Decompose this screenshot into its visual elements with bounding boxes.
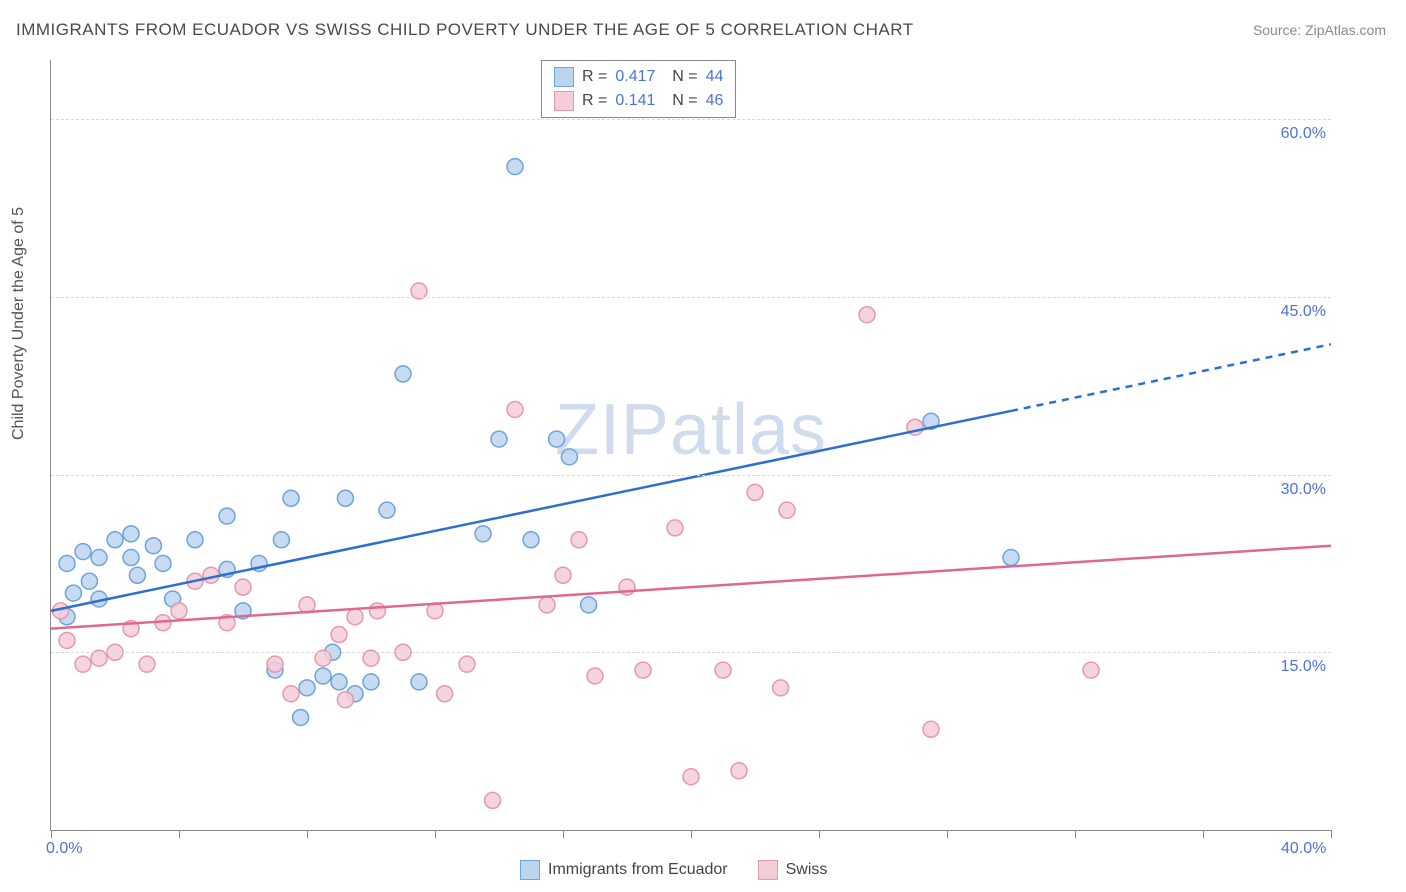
data-point [571,532,587,548]
data-point [507,401,523,417]
data-point [155,555,171,571]
data-point [555,567,571,583]
data-point [65,585,81,601]
data-point [331,627,347,643]
data-point [683,769,699,785]
data-point [1083,662,1099,678]
data-point [363,674,379,690]
data-point [171,603,187,619]
x-tick-label-min: 0.0% [46,840,82,858]
data-point [75,544,91,560]
data-point [773,680,789,696]
data-point [485,792,501,808]
data-point [523,532,539,548]
data-point [123,550,139,566]
data-point [635,662,651,678]
data-point [561,449,577,465]
data-point [315,668,331,684]
data-point [81,573,97,589]
source-label: Source: ZipAtlas.com [1253,22,1386,38]
data-point [187,532,203,548]
data-point [747,484,763,500]
data-point [337,692,353,708]
data-point [667,520,683,536]
x-tick-label-max: 40.0% [1281,840,1326,858]
data-point [299,680,315,696]
data-point [507,159,523,175]
trend-line [51,411,1011,611]
data-point [411,674,427,690]
data-point [395,366,411,382]
trend-line-dashed [1011,344,1331,411]
legend-label-ecuador: Immigrants from Ecuador [548,861,728,879]
data-point [731,763,747,779]
y-tick-label: 15.0% [1271,658,1326,676]
data-point [923,721,939,737]
data-point [293,709,309,725]
data-point [587,668,603,684]
data-point [539,597,555,613]
data-point [715,662,731,678]
legend-label-swiss: Swiss [786,861,828,879]
data-point [59,632,75,648]
data-point [549,431,565,447]
data-point [219,508,235,524]
data-point [283,686,299,702]
swatch-swiss-icon [758,860,778,880]
swatch-ecuador-icon [520,860,540,880]
data-point [491,431,507,447]
data-point [347,609,363,625]
data-point [91,550,107,566]
y-tick-label: 45.0% [1271,303,1326,321]
data-point [437,686,453,702]
data-point [107,532,123,548]
y-axis-label: Child Poverty Under the Age of 5 [10,207,28,440]
data-point [779,502,795,518]
data-point [331,674,347,690]
legend-item-ecuador: Immigrants from Ecuador [520,860,728,880]
data-point [475,526,491,542]
data-point [379,502,395,518]
data-point [75,656,91,672]
data-point [273,532,289,548]
data-point [459,656,475,672]
data-point [283,490,299,506]
data-point [145,538,161,554]
legend-item-swiss: Swiss [758,860,828,880]
y-tick-label: 30.0% [1271,481,1326,499]
data-point [235,579,251,595]
data-point [859,307,875,323]
scatter-plot: ZIPatlas R = 0.417 N = 44 R = 0.141 N = … [50,60,1331,831]
data-point [129,567,145,583]
plot-svg [51,60,1331,830]
data-point [581,597,597,613]
data-point [1003,550,1019,566]
data-point [123,526,139,542]
data-point [369,603,385,619]
chart-title: IMMIGRANTS FROM ECUADOR VS SWISS CHILD P… [16,20,914,40]
y-tick-label: 60.0% [1271,125,1326,143]
data-point [59,555,75,571]
data-point [267,656,283,672]
bottom-legend: Immigrants from Ecuador Swiss [520,860,827,880]
data-point [139,656,155,672]
data-point [337,490,353,506]
